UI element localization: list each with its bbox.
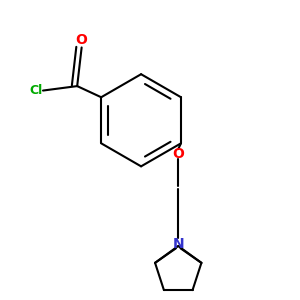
Text: O: O xyxy=(172,147,184,160)
Text: N: N xyxy=(172,237,184,250)
Text: Cl: Cl xyxy=(29,84,42,97)
Text: O: O xyxy=(76,33,88,47)
